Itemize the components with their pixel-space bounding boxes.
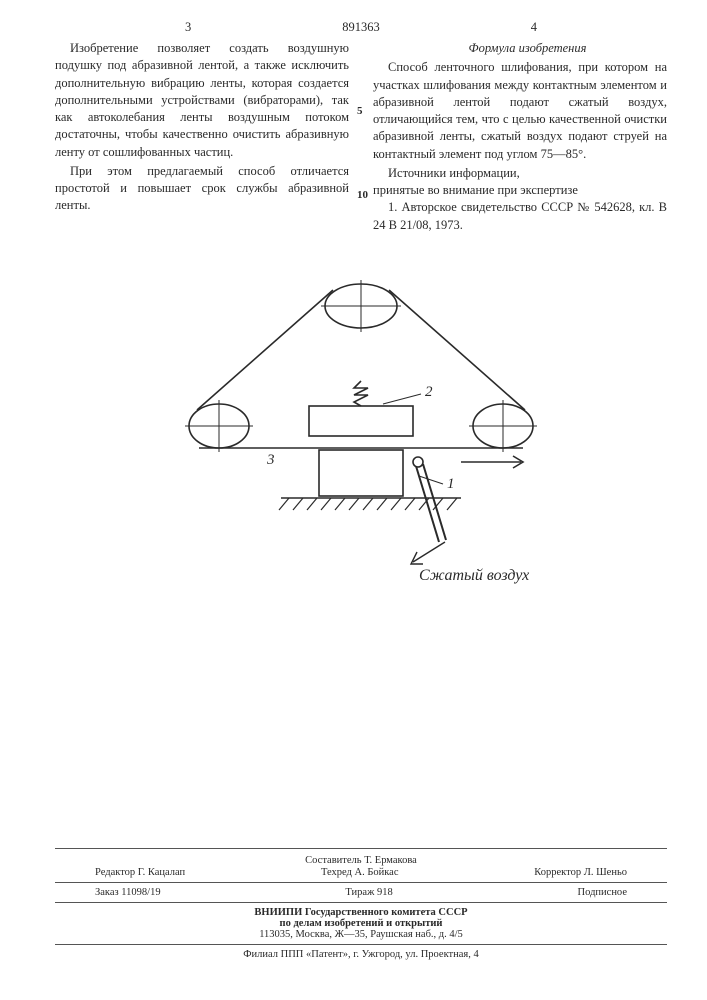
direction-arrow-icon [461,456,523,468]
footer-address: 113035, Москва, Ж—35, Раушская наб., д. … [55,929,667,940]
left-para-1: Изобретение позволяет создать воздушную … [55,40,349,161]
right-column: 5 10 Формула изобретения Способ ленточно… [373,40,667,236]
left-column: Изобретение позволяет создать воздушную … [55,40,349,236]
sources-line-1: Источники информации, [373,165,667,182]
line-marker-5: 5 [357,104,363,119]
left-para-2: При этом предлагаемый способ отличается … [55,163,349,215]
text-columns: Изобретение позволяет создать воздушную … [55,40,667,236]
workpiece-block [319,450,403,496]
footer-podp: Подписное [578,887,627,898]
page: 3 891363 4 Изобретение позволяет создать… [0,0,707,586]
footer-order: Заказ 11098/19 [95,887,161,898]
right-col-number: 4 [531,20,537,35]
imprint-footer: Составитель Т. Ермакова Редактор Г. Каца… [55,848,667,960]
label-3: 3 [266,452,275,468]
claims-title: Формула изобретения [373,40,667,57]
sources-line-2: принятые во внимание при экспертизе [373,182,667,199]
left-col-number: 3 [185,20,191,35]
line-marker-10: 10 [357,188,368,203]
figure: 1 2 3 Сжатый воздух [55,266,667,586]
compressed-air-label: Сжатый воздух [419,567,529,584]
footer-composer: Составитель Т. Ермакова [55,855,667,866]
label-1: 1 [447,476,455,492]
footer-techred: Техред А. Бойкас [321,867,399,878]
upper-contact-block [309,406,413,436]
footer-org-1: ВНИИПИ Государственного комитета СССР [55,907,667,918]
ground-hatch-icon [279,498,457,510]
sources-line-3: 1. Авторское свидетельство СССР № 542628… [373,199,667,234]
footer-corrector: Корректор Л. Шеньо [534,867,627,878]
footer-tirazh: Тираж 918 [345,887,392,898]
right-para-1: Способ ленточного шлифования, при которо… [373,59,667,163]
label-2: 2 [425,384,433,400]
footer-editor: Редактор Г. Кацалап [95,867,185,878]
belt-grinder-diagram: 1 2 3 Сжатый воздух [161,266,561,586]
patent-number: 891363 [342,20,380,35]
footer-filial: Филиал ППП «Патент», г. Ужгород, ул. Про… [55,949,667,960]
page-header: 3 891363 4 [55,20,667,36]
spring-icon [354,381,368,406]
air-arrow-icon [411,542,445,564]
footer-org-2: по делам изобретений и открытий [55,918,667,929]
